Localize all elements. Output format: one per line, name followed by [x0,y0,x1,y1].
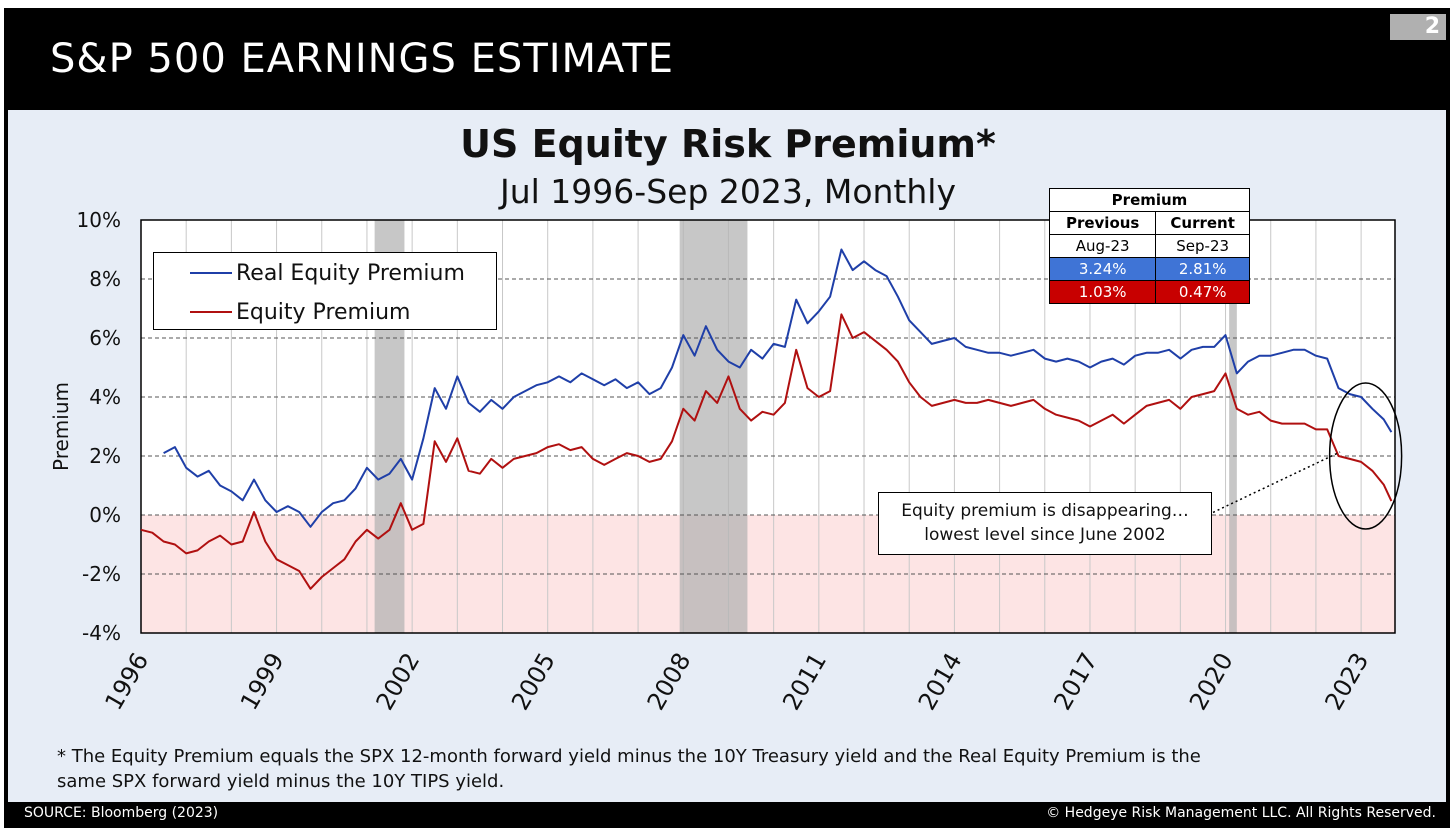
premium-table-current-date: Sep-23 [1155,234,1250,258]
y-tick-label: 6% [89,326,121,350]
x-tick-label: 1999 [235,648,290,715]
y-tick-label: 0% [89,503,121,527]
chart-legend: Real Equity Premium Equity Premium [153,252,497,330]
page-number-badge: 2 [1390,14,1446,40]
source-label: SOURCE: Bloomberg (2023) [24,805,219,821]
premium-table-equity-previous: 1.03% [1048,280,1157,304]
highlight-ellipse [1328,382,1403,530]
copyright-label: © Hedgeye Risk Management LLC. All Right… [1046,805,1436,821]
premium-table-real-previous: 3.24% [1048,257,1157,281]
premium-table-current-header: Current [1155,211,1250,235]
x-tick-label: 2011 [777,648,832,715]
footnote-line-2: same SPX forward yield minus the 10Y TIP… [57,771,505,792]
footnote: * The Equity Premium equals the SPX 12-m… [57,744,1357,794]
y-tick-label: -4% [82,621,121,645]
y-tick-label: 2% [89,444,121,468]
x-tick-label: 2014 [913,648,968,715]
y-tick-label: -2% [82,562,121,586]
series-line-equity-premium [140,313,1393,590]
premium-table-real-current: 2.81% [1155,257,1250,281]
annotation-line-2: lowest level since June 2002 [924,525,1166,545]
slide-title: S&P 500 EARNINGS ESTIMATE [50,36,675,82]
x-tick-label: 2023 [1320,648,1375,715]
annotation-connector [1194,451,1341,522]
recession-band [1229,220,1237,633]
x-tick-label: 2017 [1048,648,1103,715]
x-tick-label: 1996 [99,648,154,715]
y-axis-label: Premium [49,382,73,471]
legend-swatch-equity [190,310,232,314]
legend-item-equity: Equity Premium [190,297,410,327]
x-tick-label: 2008 [642,648,697,715]
legend-label-equity: Equity Premium [236,299,411,325]
premium-table: Premium Previous Current Aug-23 Sep-23 3… [1048,188,1250,304]
premium-table-title: Premium [1049,188,1250,212]
premium-table-equity-current: 0.47% [1155,280,1250,304]
chart-annotation: Equity premium is disappearing… lowest l… [878,492,1212,555]
x-tick-label: 2005 [506,648,561,715]
x-tick-label: 2002 [371,648,426,715]
chart-title: US Equity Risk Premium* [460,122,996,166]
premium-table-previous-header: Previous [1048,211,1157,235]
chart-subtitle: Jul 1996-Sep 2023, Monthly [500,172,956,211]
x-tick-label: 2020 [1184,648,1239,715]
legend-swatch-real [190,271,232,275]
premium-table-previous-date: Aug-23 [1048,234,1157,258]
footnote-line-1: * The Equity Premium equals the SPX 12-m… [57,746,1201,767]
legend-item-real: Real Equity Premium [190,258,465,288]
y-tick-label: 4% [89,385,121,409]
recession-band [679,220,748,633]
legend-label-real: Real Equity Premium [236,260,465,286]
y-tick-label: 8% [89,267,121,291]
series-line-real-equity-premium [163,248,1393,528]
y-tick-label: 10% [77,208,121,232]
annotation-line-1: Equity premium is disappearing… [901,501,1189,521]
plot-border [140,219,1396,634]
